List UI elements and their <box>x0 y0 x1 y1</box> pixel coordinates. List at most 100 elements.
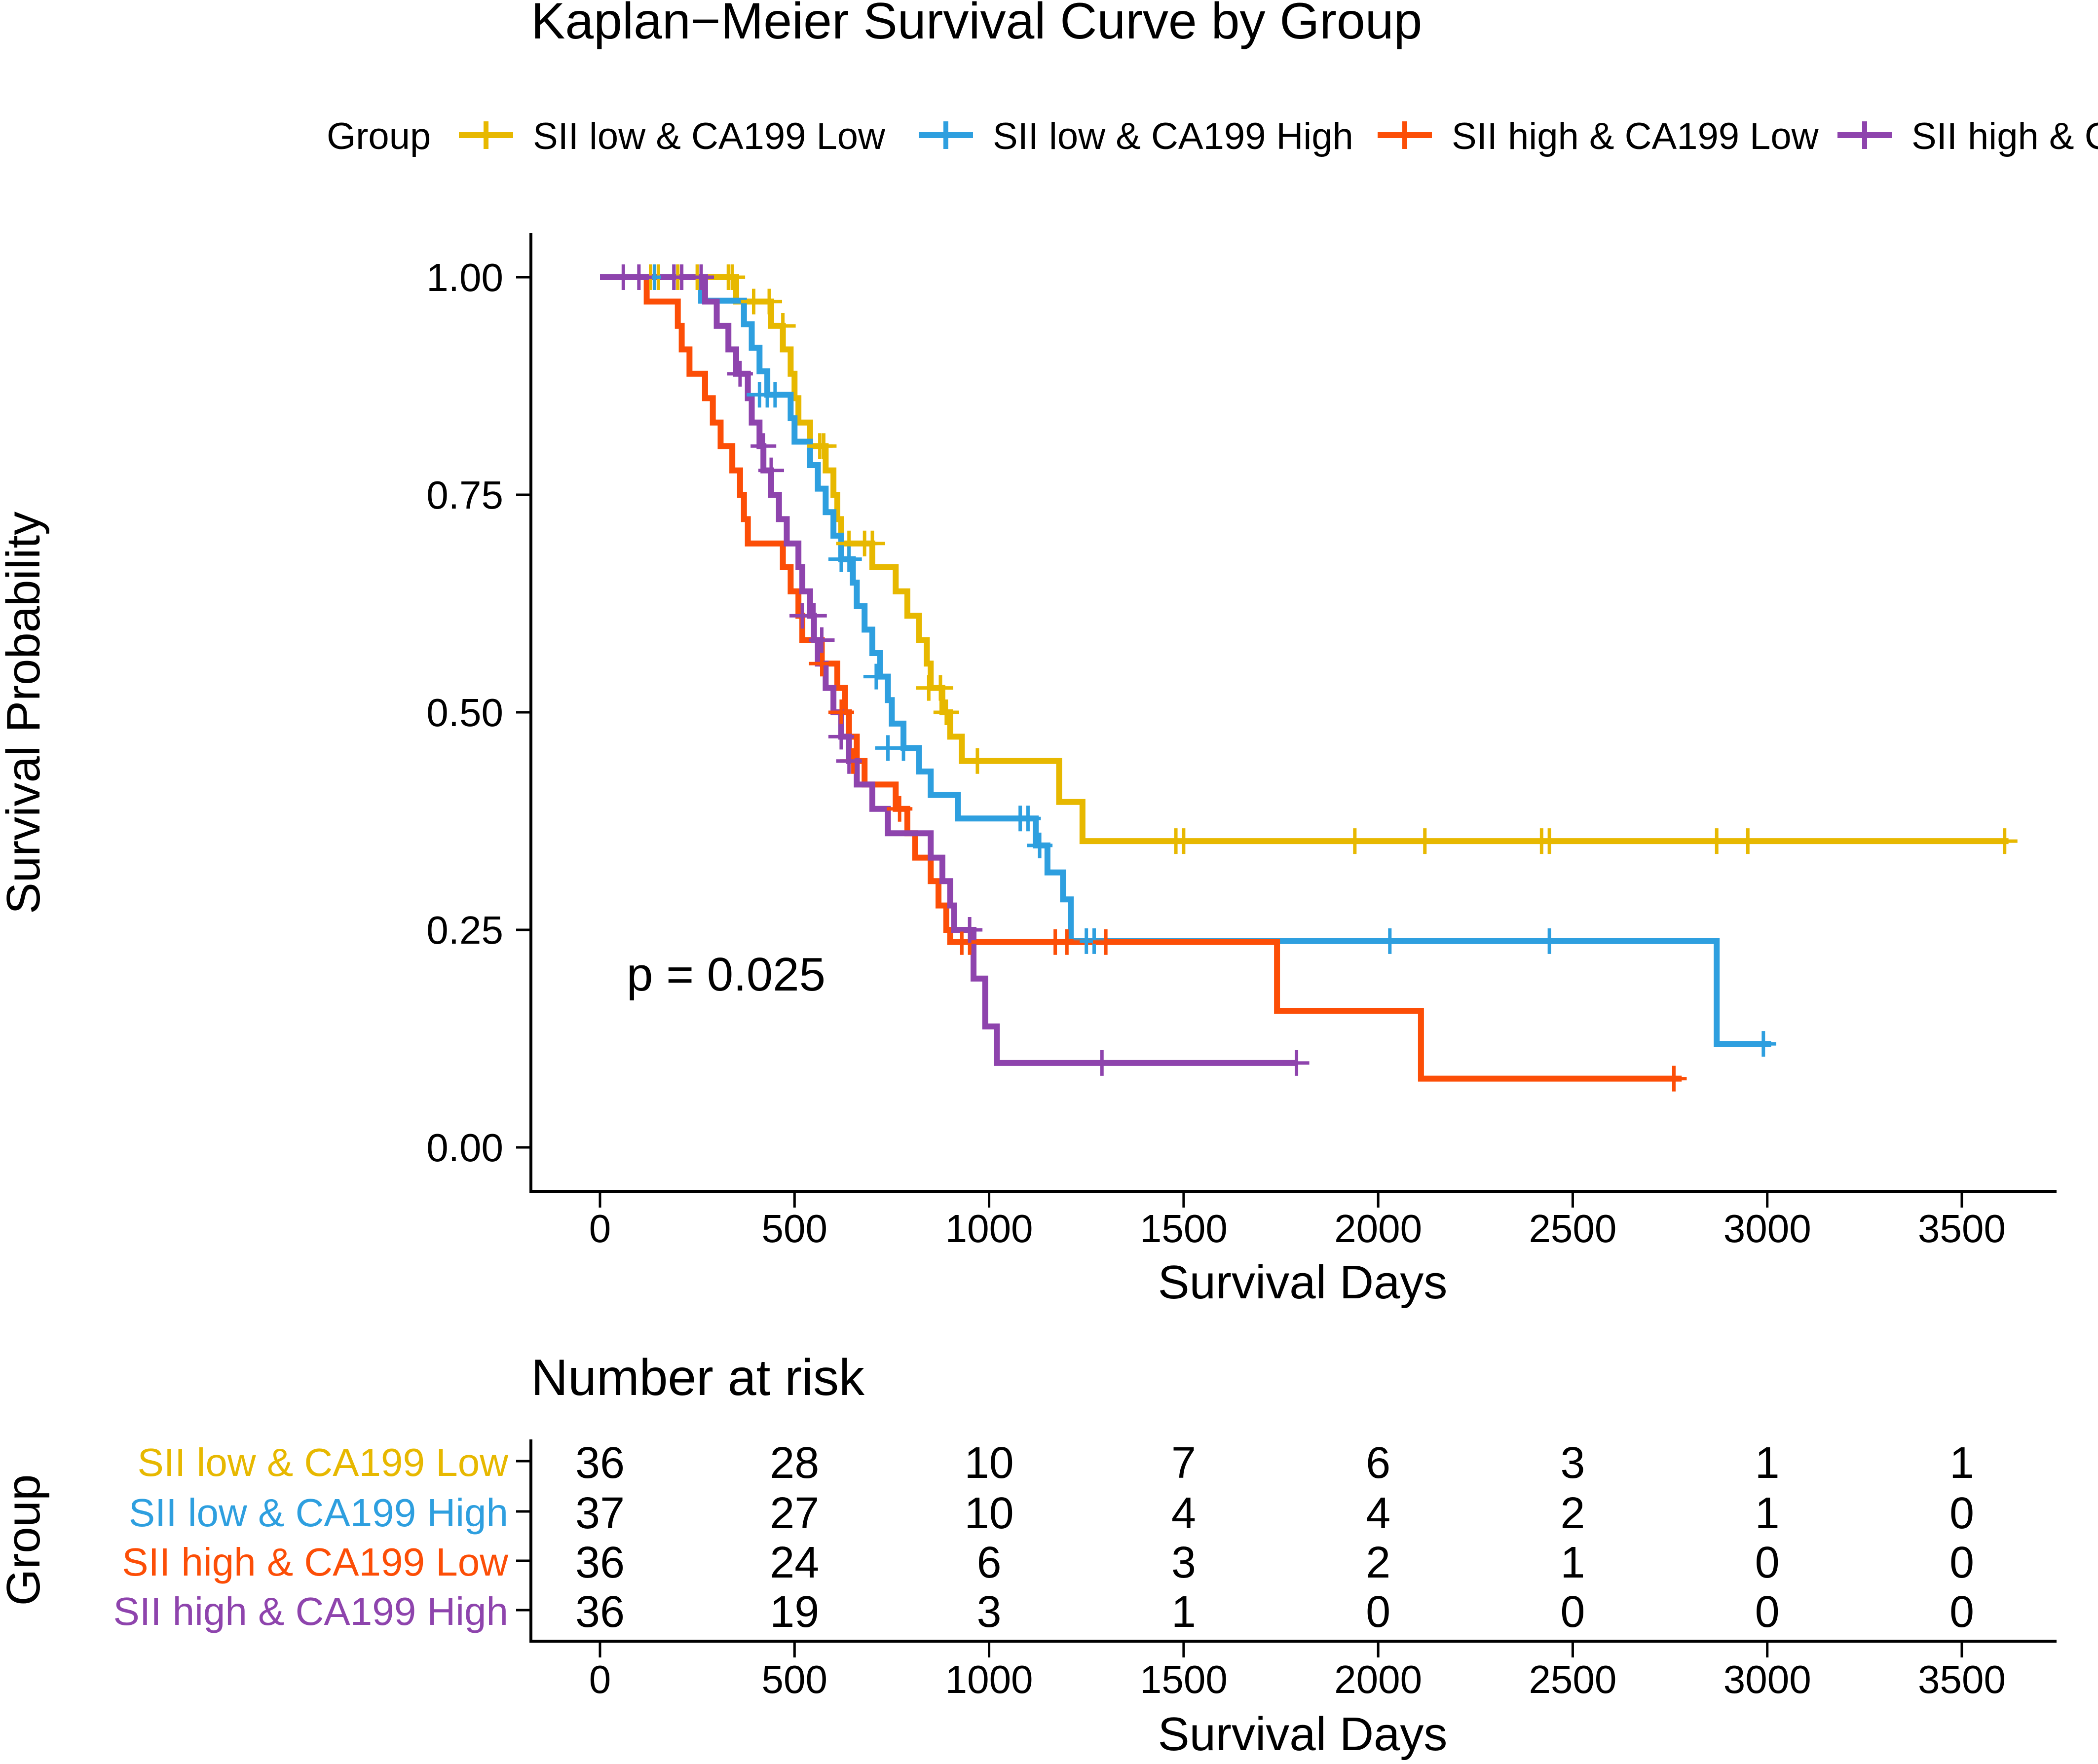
censor-mark <box>1015 806 1041 832</box>
risk-table: Number at risk SII low & CA199 Low 36 28 10… <box>0 1349 2057 1761</box>
censor-mark <box>836 546 862 572</box>
x-tick-label: 0 <box>589 1207 611 1250</box>
chart-title: Kaplan−Meier Survival Curve by Group <box>531 0 1422 50</box>
censor-mark <box>1661 1066 1687 1092</box>
legend-item: SII high & CA199 Low <box>1378 115 1819 157</box>
risk-count: 3 <box>1171 1538 1196 1587</box>
y-tick-label: 0.25 <box>426 908 503 952</box>
censor-mark <box>828 699 854 725</box>
risk-x-tick-label: 1000 <box>945 1657 1033 1701</box>
censor-mark <box>809 627 835 653</box>
censor-mark <box>1750 1031 1776 1057</box>
survival-curve <box>600 274 1682 1082</box>
censor-mark <box>811 433 837 459</box>
risk-x-tick-label: 0 <box>589 1657 611 1701</box>
risk-count: 0 <box>1949 1489 1974 1538</box>
y-tick-label: 0.50 <box>426 691 503 735</box>
censor-mark <box>809 651 835 677</box>
censor-mark <box>750 433 777 459</box>
risk-count: 0 <box>1755 1538 1780 1587</box>
censor-mark <box>719 264 746 290</box>
y-tick-label: 0.75 <box>426 473 503 517</box>
legend: Group SII low & CA199 Low SII low & CA199… <box>327 115 2098 157</box>
censor-mark <box>957 917 983 943</box>
risk-table-y-axis-label: Group <box>0 1474 50 1606</box>
legend-label: SII high & CA199 Low <box>1452 115 1819 157</box>
risk-count: 1 <box>1755 1438 1780 1488</box>
x-tick-label: 1500 <box>1140 1207 1228 1250</box>
censor-mark <box>688 264 714 290</box>
legend-item: SII high & C <box>1837 115 2098 157</box>
censor-mark <box>1536 828 1563 854</box>
censor-mark <box>801 603 827 629</box>
risk-count: 6 <box>1366 1438 1390 1488</box>
x-tick-label: 3500 <box>1918 1207 2006 1250</box>
risk-count: 36 <box>575 1438 625 1488</box>
censor-mark <box>770 313 796 339</box>
legend-label: SII high & C <box>1911 115 2098 157</box>
censor-mark <box>756 289 783 315</box>
censor-mark <box>1054 929 1080 955</box>
censor-mark <box>1027 832 1053 858</box>
risk-x-tick-label: 1500 <box>1140 1657 1228 1701</box>
risk-count: 7 <box>1171 1438 1196 1488</box>
risk-x-tick-label: 2500 <box>1529 1657 1616 1701</box>
legend-label: SII low & CA199 High <box>993 115 1353 157</box>
x-tick-label: 1000 <box>945 1207 1033 1250</box>
risk-x-tick-label: 3000 <box>1723 1657 1811 1701</box>
y-tick-label: 0.00 <box>426 1126 503 1170</box>
censor-mark <box>1536 928 1563 954</box>
censor-mark <box>836 748 862 774</box>
censor-mark <box>1089 1050 1115 1076</box>
risk-row-label: SII high & CA199 High <box>113 1589 508 1633</box>
censor-mark <box>626 264 652 290</box>
censor-mark <box>1170 828 1197 854</box>
risk-count: 3 <box>977 1587 1002 1637</box>
x-tick-label: 500 <box>762 1207 827 1250</box>
y-axis-label: Survival Probability <box>0 512 50 914</box>
risk-count: 36 <box>575 1587 625 1637</box>
x-axis-label: Survival Days <box>1158 1256 1448 1309</box>
risk-x-tick-label: 3500 <box>1918 1657 2006 1701</box>
risk-count: 6 <box>977 1538 1002 1587</box>
risk-count: 1 <box>1755 1489 1780 1538</box>
censor-mark <box>1735 828 1761 854</box>
survival-curve <box>600 274 2009 845</box>
censor-mark <box>828 724 854 750</box>
risk-count: 1 <box>1560 1538 1585 1587</box>
censor-mark <box>1704 828 1730 854</box>
censor-mark <box>860 530 885 556</box>
x-tick-label: 3000 <box>1723 1207 1811 1250</box>
risk-count: 2 <box>1366 1538 1390 1587</box>
risk-x-tick-label: 500 <box>762 1657 827 1701</box>
censor-mark <box>891 735 917 761</box>
risk-row-label: SII low & CA199 High <box>129 1491 508 1535</box>
risk-count: 0 <box>1755 1587 1780 1637</box>
risk-count: 0 <box>1949 1538 1974 1587</box>
p-value-annotation: p = 0.025 <box>627 948 825 1001</box>
risk-count: 24 <box>770 1538 819 1587</box>
risk-count: 28 <box>770 1438 819 1488</box>
censor-mark <box>762 382 788 408</box>
risk-count: 36 <box>575 1538 625 1587</box>
risk-count: 4 <box>1171 1489 1196 1538</box>
censor-mark <box>1377 928 1403 954</box>
censor-mark <box>863 663 889 690</box>
risk-count: 1 <box>1171 1587 1196 1637</box>
censor-mark <box>1093 929 1119 955</box>
censor-mark <box>964 748 990 774</box>
censor-mark <box>887 796 913 822</box>
risk-count: 4 <box>1366 1489 1390 1538</box>
risk-count: 10 <box>965 1438 1014 1488</box>
legend-label: SII low & CA199 Low <box>533 115 886 157</box>
censor-mark <box>928 675 953 701</box>
censor-mark <box>1283 1050 1310 1076</box>
risk-count: 0 <box>1949 1587 1974 1637</box>
legend-title: Group <box>327 115 431 157</box>
censor-mark <box>1342 828 1368 854</box>
risk-x-tick-label: 2000 <box>1334 1657 1422 1701</box>
risk-count: 2 <box>1560 1489 1585 1538</box>
censor-mark <box>1991 828 2018 854</box>
censor-mark <box>933 699 959 725</box>
